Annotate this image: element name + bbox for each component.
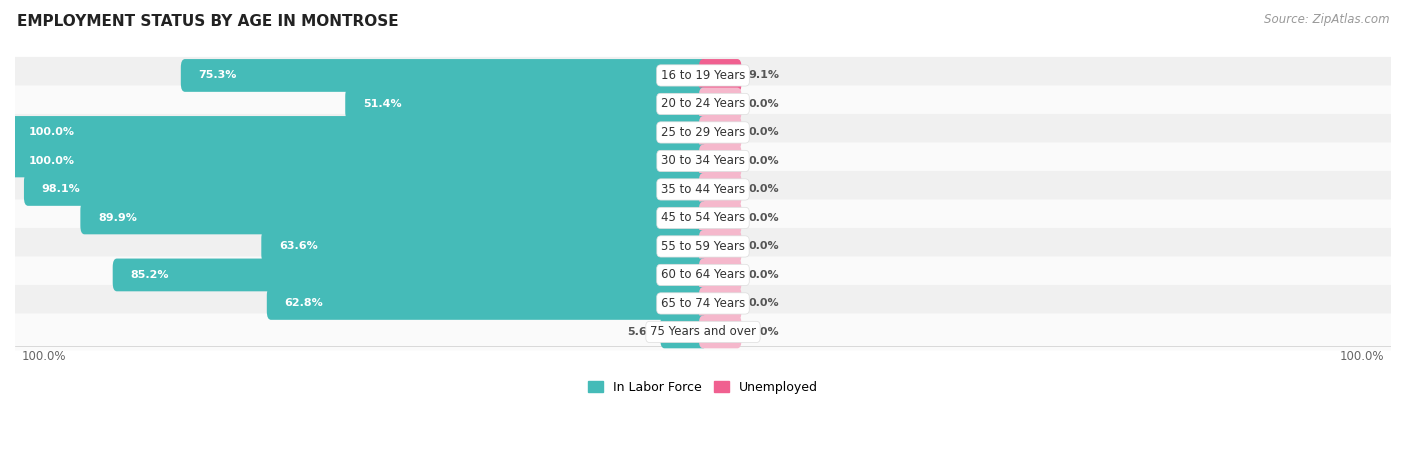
Text: 0.0%: 0.0% [748,99,779,109]
FancyBboxPatch shape [13,256,1393,293]
Text: 30 to 34 Years: 30 to 34 Years [661,154,745,167]
FancyBboxPatch shape [112,259,707,291]
FancyBboxPatch shape [13,142,1393,180]
Text: 0.0%: 0.0% [748,184,779,194]
FancyBboxPatch shape [699,88,741,120]
Text: EMPLOYMENT STATUS BY AGE IN MONTROSE: EMPLOYMENT STATUS BY AGE IN MONTROSE [17,14,398,28]
Text: 89.9%: 89.9% [98,213,138,223]
Text: 5.6%: 5.6% [627,327,658,337]
FancyBboxPatch shape [262,230,707,263]
Legend: In Labor Force, Unemployed: In Labor Force, Unemployed [583,376,823,399]
FancyBboxPatch shape [11,144,707,177]
FancyBboxPatch shape [699,287,741,320]
FancyBboxPatch shape [661,315,707,348]
FancyBboxPatch shape [699,202,741,234]
Text: 51.4%: 51.4% [363,99,402,109]
Text: 0.0%: 0.0% [748,298,779,308]
FancyBboxPatch shape [13,285,1393,322]
Text: 100.0%: 100.0% [28,156,75,166]
Text: 98.1%: 98.1% [42,184,80,194]
Text: 0.0%: 0.0% [748,270,779,280]
FancyBboxPatch shape [267,287,707,320]
Text: 75 Years and over: 75 Years and over [650,325,756,338]
Text: 100.0%: 100.0% [1340,350,1384,363]
Text: 65 to 74 Years: 65 to 74 Years [661,297,745,310]
Text: 75.3%: 75.3% [198,71,238,81]
FancyBboxPatch shape [80,202,707,234]
Text: 62.8%: 62.8% [284,298,323,308]
FancyBboxPatch shape [13,199,1393,236]
Text: 63.6%: 63.6% [280,242,318,252]
FancyBboxPatch shape [699,230,741,263]
FancyBboxPatch shape [13,228,1393,265]
FancyBboxPatch shape [699,173,741,206]
FancyBboxPatch shape [11,116,707,149]
Text: 25 to 29 Years: 25 to 29 Years [661,126,745,139]
Text: 60 to 64 Years: 60 to 64 Years [661,269,745,281]
Text: 16 to 19 Years: 16 to 19 Years [661,69,745,82]
Text: 0.0%: 0.0% [748,242,779,252]
Text: 100.0%: 100.0% [22,350,66,363]
Text: 0.0%: 0.0% [748,156,779,166]
Text: Source: ZipAtlas.com: Source: ZipAtlas.com [1264,14,1389,27]
Text: 85.2%: 85.2% [131,270,169,280]
FancyBboxPatch shape [13,313,1393,351]
Text: 100.0%: 100.0% [28,127,75,137]
FancyBboxPatch shape [699,315,741,348]
Text: 55 to 59 Years: 55 to 59 Years [661,240,745,253]
Text: 0.0%: 0.0% [748,213,779,223]
FancyBboxPatch shape [699,59,741,92]
FancyBboxPatch shape [699,259,741,291]
FancyBboxPatch shape [24,173,707,206]
Text: 0.0%: 0.0% [748,127,779,137]
Text: 0.0%: 0.0% [748,327,779,337]
FancyBboxPatch shape [13,57,1393,94]
FancyBboxPatch shape [181,59,707,92]
FancyBboxPatch shape [13,114,1393,151]
FancyBboxPatch shape [13,86,1393,122]
Text: 45 to 54 Years: 45 to 54 Years [661,212,745,225]
FancyBboxPatch shape [346,88,707,120]
Text: 9.1%: 9.1% [748,71,779,81]
Text: 35 to 44 Years: 35 to 44 Years [661,183,745,196]
Text: 20 to 24 Years: 20 to 24 Years [661,98,745,110]
FancyBboxPatch shape [699,144,741,177]
FancyBboxPatch shape [13,171,1393,208]
FancyBboxPatch shape [699,116,741,149]
